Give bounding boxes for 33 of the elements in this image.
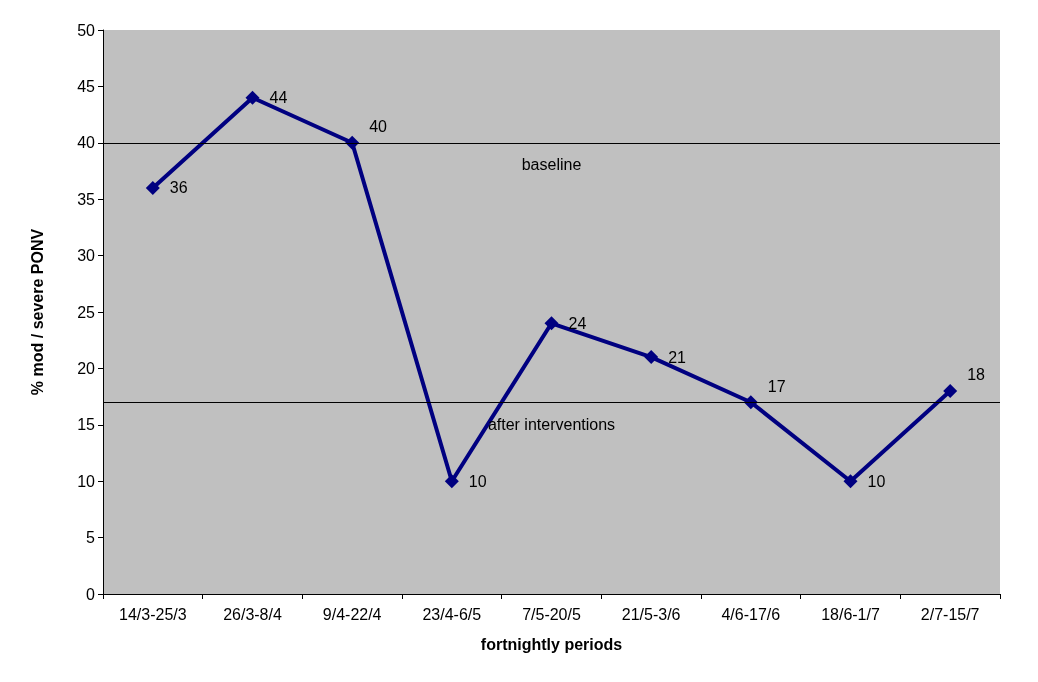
data-label: 17 bbox=[767, 377, 786, 395]
data-label: 44 bbox=[269, 89, 288, 107]
x-tick-label: 23/4-6/5 bbox=[422, 605, 482, 623]
ref-line-label: baseline bbox=[521, 156, 582, 174]
x-tick-label: 21/5-3/6 bbox=[621, 605, 681, 623]
x-tick-label: 18/6-1/7 bbox=[821, 605, 880, 623]
y-tick-label: 50 bbox=[77, 21, 96, 39]
x-tick-label: 7/5-20/5 bbox=[522, 605, 581, 623]
y-tick-label: 25 bbox=[77, 303, 96, 321]
data-label: 21 bbox=[668, 348, 687, 366]
data-label: 10 bbox=[468, 472, 487, 490]
data-label: 18 bbox=[967, 366, 986, 384]
y-tick-label: 5 bbox=[86, 529, 96, 547]
y-tick-label: 10 bbox=[77, 472, 96, 490]
x-tick-label: 9/4-22/4 bbox=[322, 605, 382, 623]
x-tick-label: 26/3-8/4 bbox=[223, 605, 282, 623]
y-tick-label: 0 bbox=[86, 585, 96, 603]
y-axis-title: % mod / severe PONV bbox=[28, 228, 46, 396]
x-axis-title: fortnightly periods bbox=[480, 635, 623, 653]
ref-line-label: after interventions bbox=[487, 415, 616, 433]
x-tick-label: 14/3-25/3 bbox=[119, 605, 187, 623]
data-label: 40 bbox=[369, 118, 388, 136]
y-tick-label: 45 bbox=[77, 77, 96, 95]
x-tick-label: 4/6-17/6 bbox=[721, 605, 781, 623]
data-label: 10 bbox=[867, 472, 886, 490]
y-tick-label: 40 bbox=[77, 134, 96, 152]
y-tick-label: 35 bbox=[77, 190, 96, 208]
x-tick-label: 2/7-15/7 bbox=[920, 605, 980, 623]
data-label: 36 bbox=[169, 179, 188, 197]
y-tick-label: 20 bbox=[77, 359, 96, 377]
y-tick-label: 30 bbox=[77, 247, 96, 265]
y-tick-label: 15 bbox=[77, 416, 96, 434]
data-label: 24 bbox=[568, 314, 587, 332]
